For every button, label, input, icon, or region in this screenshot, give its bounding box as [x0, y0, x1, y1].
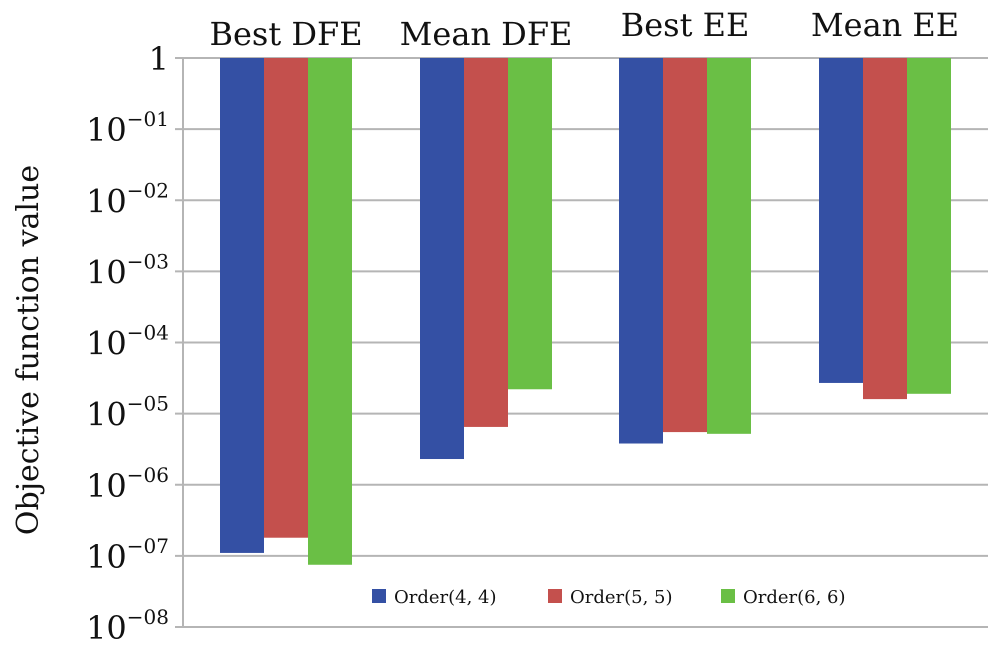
bar	[619, 58, 663, 444]
y-tick-label: 10−04	[86, 321, 169, 363]
bar	[220, 58, 264, 553]
bar	[264, 58, 308, 538]
category-label: Best EE	[621, 6, 750, 44]
category-label: Mean EE	[811, 6, 959, 44]
category-label: Mean DFE	[400, 15, 573, 53]
legend-label: Order(5, 5)	[570, 587, 673, 608]
legend-label: Order(4, 4)	[394, 587, 497, 608]
y-tick-label: 10−05	[86, 392, 169, 434]
y-tick-label: 10−01	[86, 107, 169, 149]
bar	[508, 58, 552, 390]
y-tick-label: 1	[149, 40, 169, 78]
bar	[464, 58, 508, 427]
y-axis-label: Objective function value	[11, 165, 46, 535]
legend-swatch	[548, 589, 562, 603]
bar	[819, 58, 863, 383]
y-tick-label: 10−03	[86, 249, 169, 291]
category-labels: Best DFE Mean DFE Best EE Mean EE	[209, 6, 959, 53]
bar	[707, 58, 751, 434]
legend-swatch	[372, 589, 386, 603]
y-tick-label: 10−07	[86, 534, 169, 576]
legend: Order(4, 4) Order(5, 5) Order(6, 6)	[372, 587, 846, 608]
bar	[863, 58, 907, 400]
bar	[420, 58, 464, 460]
y-tick-label: 10−02	[86, 178, 169, 220]
legend-label: Order(6, 6)	[743, 587, 846, 608]
category-label: Best DFE	[209, 15, 362, 53]
y-tick-labels: 1 10−01 10−02 10−03 10−04 10−05 10−06 10−07 10−0…	[86, 40, 169, 647]
bars	[220, 58, 951, 565]
y-tick-label: 10−06	[86, 463, 169, 505]
y-tick-label: 10−08	[86, 605, 169, 647]
bar	[907, 58, 951, 394]
bar	[663, 58, 707, 433]
bar	[308, 58, 352, 565]
legend-swatch	[721, 589, 735, 603]
